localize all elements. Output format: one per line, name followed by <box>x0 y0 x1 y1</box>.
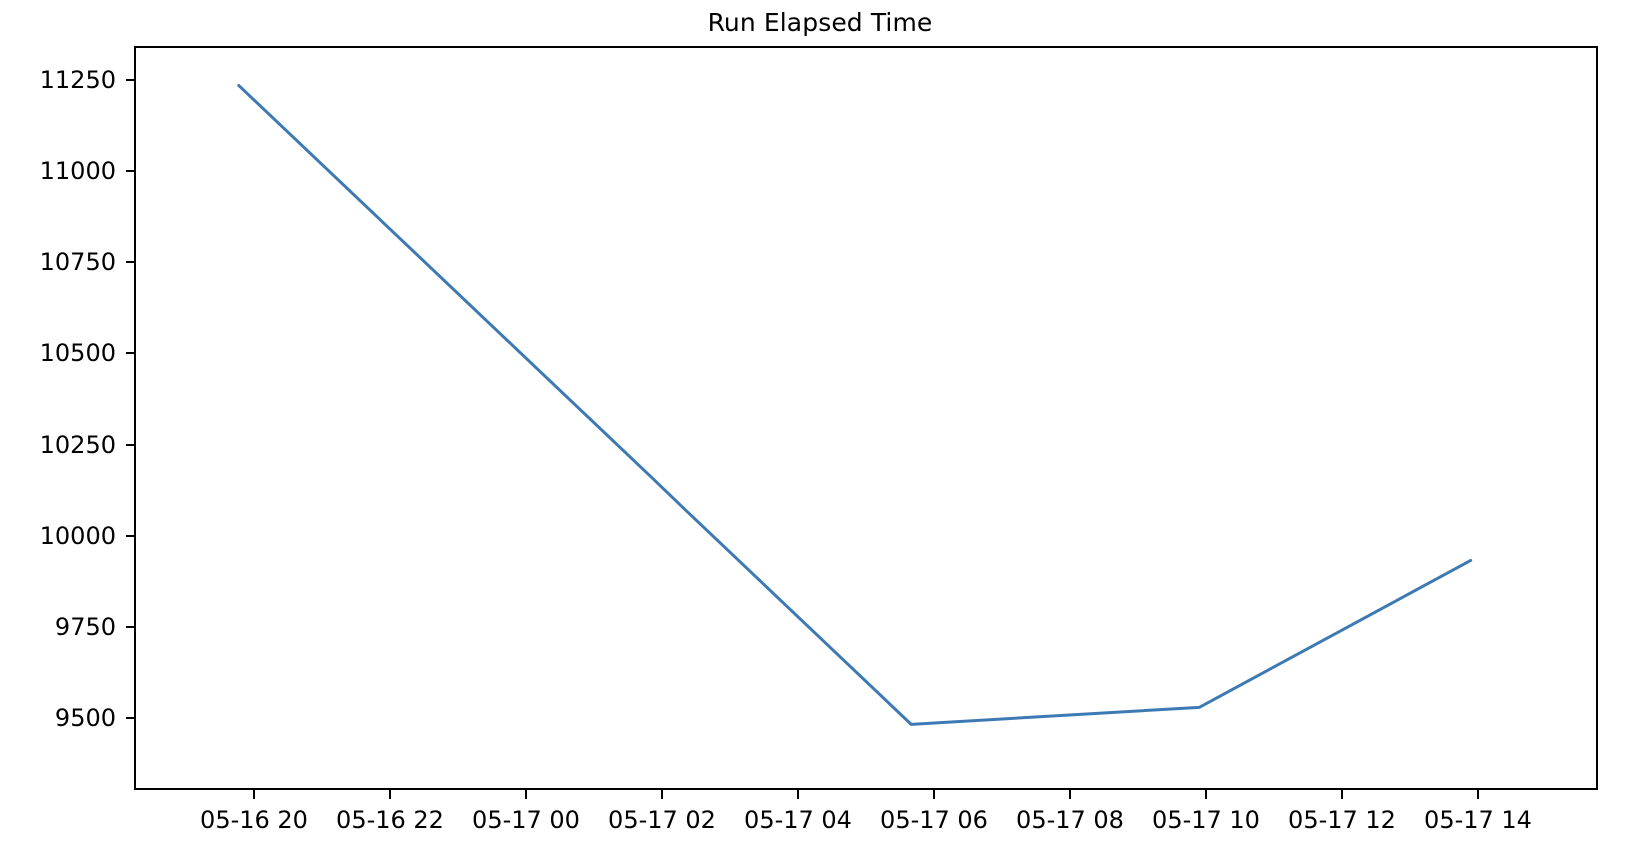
x-axis-tick-label: 05-17 10 <box>1152 806 1260 834</box>
x-axis-tick-label: 05-16 22 <box>336 806 444 834</box>
x-axis-tick-label: 05-17 02 <box>608 806 716 834</box>
x-axis-tick-label: 05-17 00 <box>472 806 580 834</box>
x-axis-tick-label: 05-16 20 <box>200 806 308 834</box>
y-axis-tick-label: 9500 <box>54 704 116 732</box>
page-title: Run Elapsed Time <box>707 8 933 37</box>
x-axis-tick-label: 05-17 06 <box>880 806 988 834</box>
plot-axes-area <box>134 46 1598 790</box>
y-axis-tick-label: 11000 <box>39 157 116 186</box>
y-axis-tick-label: 11250 <box>39 66 116 94</box>
line-plot <box>237 83 1473 726</box>
x-axis-tick-label: 05-17 12 <box>1288 806 1396 834</box>
x-axis-tick-label: 05-17 04 <box>744 806 852 834</box>
y-axis-tick-labels: 11250 11000 10750 10500 10250 10000 9750 9500 <box>0 0 134 868</box>
y-axis-tick-label: 10750 <box>39 248 116 277</box>
x-axis-tick-label: 05-17 14 <box>1424 806 1532 834</box>
data-series-line <box>237 83 1473 726</box>
y-axis-tick-label: 10250 <box>39 430 116 459</box>
x-axis-tick-label: 05-17 08 <box>1016 806 1124 834</box>
y-axis-tick-label: 10000 <box>39 521 116 550</box>
y-axis-tick-label: 9750 <box>54 612 116 641</box>
y-axis-tick-label: 10500 <box>39 339 116 368</box>
